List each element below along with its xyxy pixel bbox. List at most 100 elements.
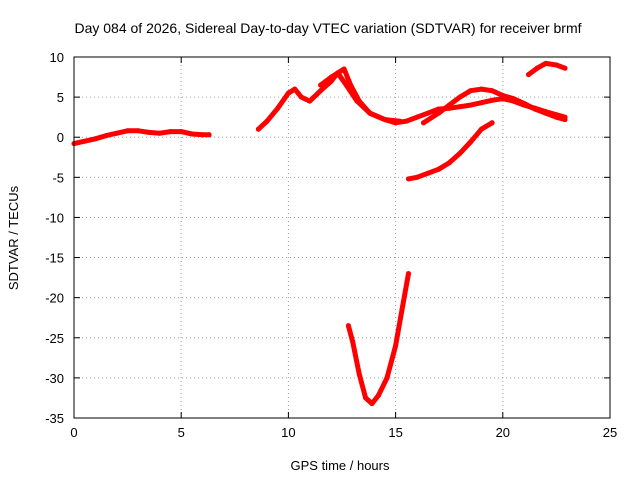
series-line-arc-5 xyxy=(406,120,495,182)
data-point xyxy=(345,323,351,329)
data-point xyxy=(436,110,441,116)
data-point xyxy=(189,131,195,137)
x-axis-label: GPS time / hours xyxy=(291,458,390,473)
data-point xyxy=(457,94,463,100)
y-tick-label: -30 xyxy=(45,371,64,386)
data-point xyxy=(457,150,463,156)
data-point xyxy=(446,160,452,166)
data-point xyxy=(92,136,98,142)
data-point xyxy=(356,371,362,377)
data-point xyxy=(335,70,341,76)
x-tick-label: 25 xyxy=(603,425,617,440)
data-point xyxy=(125,128,131,134)
data-point xyxy=(425,170,431,176)
data-point xyxy=(363,395,369,401)
data-point xyxy=(406,271,411,277)
data-point xyxy=(298,94,304,100)
data-point xyxy=(543,60,549,66)
data-point xyxy=(399,307,405,313)
y-tick-label: -20 xyxy=(45,291,64,306)
data-point xyxy=(534,65,540,71)
data-point xyxy=(367,110,373,116)
x-tick-label: 15 xyxy=(388,425,402,440)
data-point xyxy=(478,86,484,92)
grid xyxy=(74,57,610,418)
x-tick-label: 10 xyxy=(281,425,295,440)
data-point xyxy=(543,110,549,116)
data-point xyxy=(343,82,349,88)
y-tick-label: -25 xyxy=(45,331,64,346)
series-line-arc-7 xyxy=(345,271,411,407)
data-point xyxy=(468,139,474,145)
y-tick-label: 10 xyxy=(50,50,64,65)
data-point xyxy=(468,102,474,108)
data-point xyxy=(511,96,516,102)
data-point xyxy=(553,62,559,68)
data-point xyxy=(384,375,390,381)
data-point xyxy=(436,166,441,172)
data-point xyxy=(200,132,206,138)
data-point xyxy=(489,120,495,126)
data-point xyxy=(553,114,559,120)
series-group xyxy=(71,60,568,407)
data-point xyxy=(562,117,568,123)
data-point xyxy=(382,117,388,123)
data-point xyxy=(369,401,375,407)
data-point xyxy=(446,102,452,108)
data-point xyxy=(403,118,409,124)
x-tick-label: 20 xyxy=(496,425,510,440)
y-axis-label: SDTVAR / TECUs xyxy=(6,185,21,290)
data-point xyxy=(114,130,120,136)
data-point xyxy=(307,98,313,104)
series-line-arc-4 xyxy=(421,86,568,126)
data-point xyxy=(292,86,298,92)
data-point xyxy=(406,176,411,182)
x-tick-label: 0 xyxy=(70,425,77,440)
data-point xyxy=(206,132,212,138)
data-point xyxy=(397,118,403,124)
data-point xyxy=(478,100,484,106)
y-tick-label: -35 xyxy=(45,411,64,426)
data-point xyxy=(318,82,324,88)
data-point xyxy=(457,104,463,110)
data-point xyxy=(489,88,495,94)
data-point xyxy=(328,74,334,80)
data-point xyxy=(354,98,360,104)
data-point xyxy=(500,93,506,98)
data-point xyxy=(532,106,538,112)
y-tick-label: -10 xyxy=(45,210,64,225)
data-point xyxy=(562,65,568,71)
data-point xyxy=(421,120,426,126)
data-point xyxy=(414,114,420,120)
y-tick-label: 0 xyxy=(57,130,64,145)
y-tick-label: 5 xyxy=(57,90,64,105)
data-point xyxy=(489,97,495,103)
data-point xyxy=(285,90,291,96)
data-point xyxy=(178,129,184,135)
data-point xyxy=(146,129,152,135)
x-tick-label: 5 xyxy=(178,425,185,440)
chart-title: Day 084 of 2026, Sidereal Day-to-day VTE… xyxy=(74,20,581,36)
data-point xyxy=(393,343,399,349)
y-tick-label: -5 xyxy=(52,170,64,185)
data-point xyxy=(82,138,88,144)
data-point xyxy=(375,393,381,398)
plot-frame xyxy=(73,56,611,419)
data-point xyxy=(275,105,281,111)
data-point xyxy=(478,126,484,132)
data-point xyxy=(341,66,347,72)
data-point xyxy=(414,174,420,180)
data-point xyxy=(264,118,270,124)
data-point xyxy=(255,126,261,132)
axis-ticks: 0 5 10 15 20 25 10 5 0 -5 -10 -15 -20 -25 -30 -35 xyxy=(45,50,617,440)
data-point xyxy=(521,101,527,106)
data-point xyxy=(157,130,163,136)
data-point xyxy=(168,129,173,135)
data-point xyxy=(425,110,431,116)
data-point xyxy=(318,88,324,94)
data-point xyxy=(103,133,109,139)
data-point xyxy=(468,88,474,94)
data-point xyxy=(526,72,531,78)
data-point xyxy=(350,339,356,345)
